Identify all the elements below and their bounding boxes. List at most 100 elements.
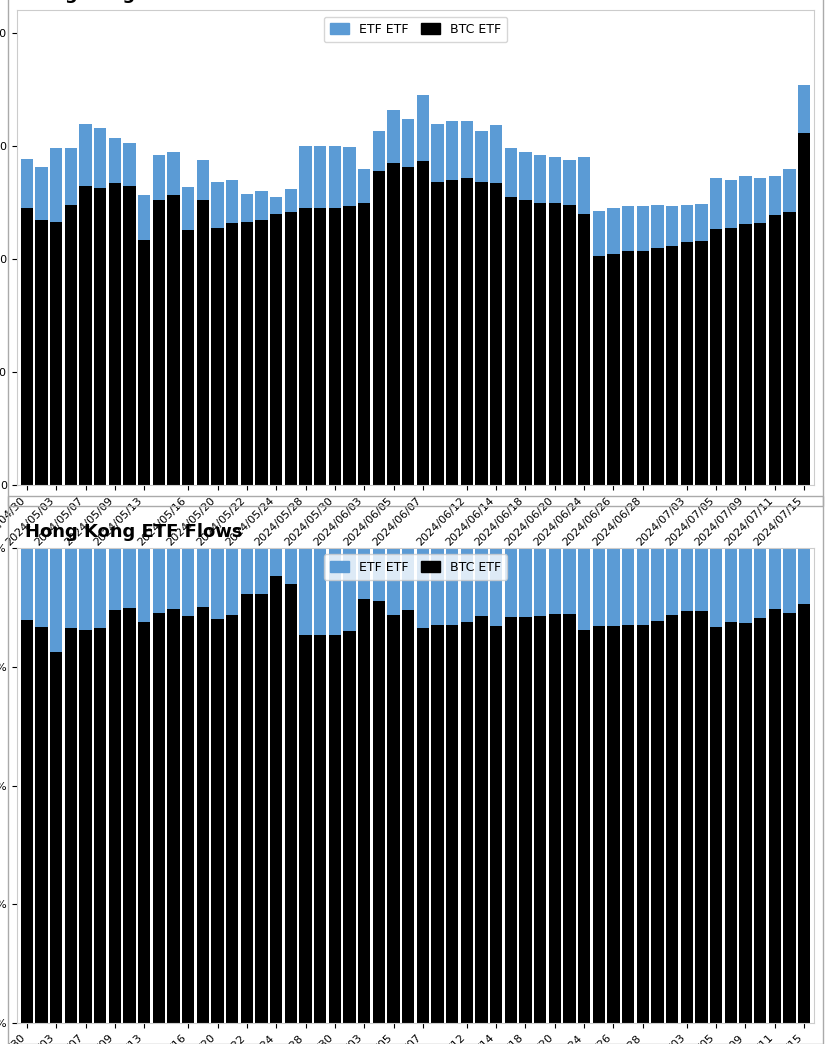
Bar <box>607 254 620 485</box>
Bar <box>109 138 121 184</box>
Bar <box>328 146 341 209</box>
Bar <box>226 181 238 223</box>
Bar <box>94 627 106 1023</box>
Bar <box>740 224 752 485</box>
Bar <box>710 229 722 485</box>
Bar <box>402 119 415 167</box>
Bar <box>740 548 752 622</box>
Bar <box>328 548 341 635</box>
Bar <box>475 183 488 485</box>
Bar <box>519 548 532 617</box>
Bar <box>696 548 708 611</box>
Bar <box>372 171 385 485</box>
Bar <box>725 228 737 485</box>
Bar <box>94 548 106 627</box>
Bar <box>519 617 532 1023</box>
Bar <box>548 614 561 1023</box>
Bar <box>534 156 547 203</box>
Bar <box>270 548 283 576</box>
Bar <box>226 615 238 1023</box>
Bar <box>255 191 268 219</box>
Bar <box>652 621 664 1023</box>
Bar <box>798 604 810 1023</box>
Bar <box>637 252 649 485</box>
Bar <box>754 618 766 1023</box>
Bar <box>416 627 429 1023</box>
Bar <box>548 548 561 614</box>
Bar <box>578 548 590 630</box>
Bar <box>548 203 561 485</box>
Bar <box>754 177 766 223</box>
Bar <box>153 200 165 485</box>
Bar <box>167 610 179 1023</box>
Bar <box>79 123 91 186</box>
Bar <box>299 635 312 1023</box>
Bar <box>681 242 693 485</box>
Bar <box>241 548 253 594</box>
Bar <box>431 548 444 625</box>
Bar <box>343 631 356 1023</box>
Bar <box>416 548 429 627</box>
Bar <box>783 212 795 485</box>
Bar <box>314 146 327 209</box>
Bar <box>167 151 179 195</box>
Bar <box>138 240 150 485</box>
Bar <box>637 548 649 625</box>
Bar <box>109 548 121 610</box>
Bar <box>358 599 371 1023</box>
Bar <box>783 613 795 1023</box>
Bar <box>299 209 312 485</box>
Bar <box>109 184 121 485</box>
Bar <box>783 548 795 613</box>
Bar <box>622 252 634 485</box>
Bar <box>153 548 165 613</box>
Legend: ETF ETF, BTC ETF: ETF ETF, BTC ETF <box>324 554 507 579</box>
Bar <box>696 204 708 241</box>
Bar <box>504 548 517 617</box>
Bar <box>431 183 444 485</box>
Bar <box>446 121 459 180</box>
Bar <box>769 548 781 609</box>
Bar <box>387 548 400 615</box>
Bar <box>299 146 312 209</box>
Bar <box>446 548 459 624</box>
Bar <box>652 548 664 621</box>
Bar <box>460 121 473 177</box>
Bar <box>182 616 194 1023</box>
Bar <box>725 548 737 622</box>
Bar <box>284 212 297 485</box>
Bar <box>402 548 415 610</box>
Bar <box>798 133 810 485</box>
Legend: ETF ETF, BTC ETF: ETF ETF, BTC ETF <box>324 17 507 42</box>
Bar <box>637 625 649 1023</box>
Bar <box>475 616 488 1023</box>
Bar <box>21 620 33 1023</box>
Bar <box>211 548 224 619</box>
Bar <box>94 128 106 188</box>
Bar <box>314 209 327 485</box>
Bar <box>387 615 400 1023</box>
Bar <box>299 548 312 635</box>
Bar <box>65 627 77 1023</box>
Bar <box>197 200 209 485</box>
Bar <box>153 156 165 200</box>
Bar <box>314 635 327 1023</box>
Bar <box>358 548 371 599</box>
Bar <box>740 175 752 224</box>
Bar <box>343 548 356 631</box>
Bar <box>490 625 503 1023</box>
Bar <box>153 613 165 1023</box>
Bar <box>402 610 415 1023</box>
Bar <box>328 635 341 1023</box>
Bar <box>241 594 253 1023</box>
Bar <box>798 86 810 133</box>
Bar <box>343 147 356 206</box>
Bar <box>167 195 179 485</box>
Bar <box>783 169 795 212</box>
Bar <box>504 148 517 197</box>
Bar <box>284 548 297 585</box>
Bar <box>138 622 150 1023</box>
Bar <box>666 245 678 485</box>
Bar <box>504 617 517 1023</box>
Bar <box>123 548 135 608</box>
